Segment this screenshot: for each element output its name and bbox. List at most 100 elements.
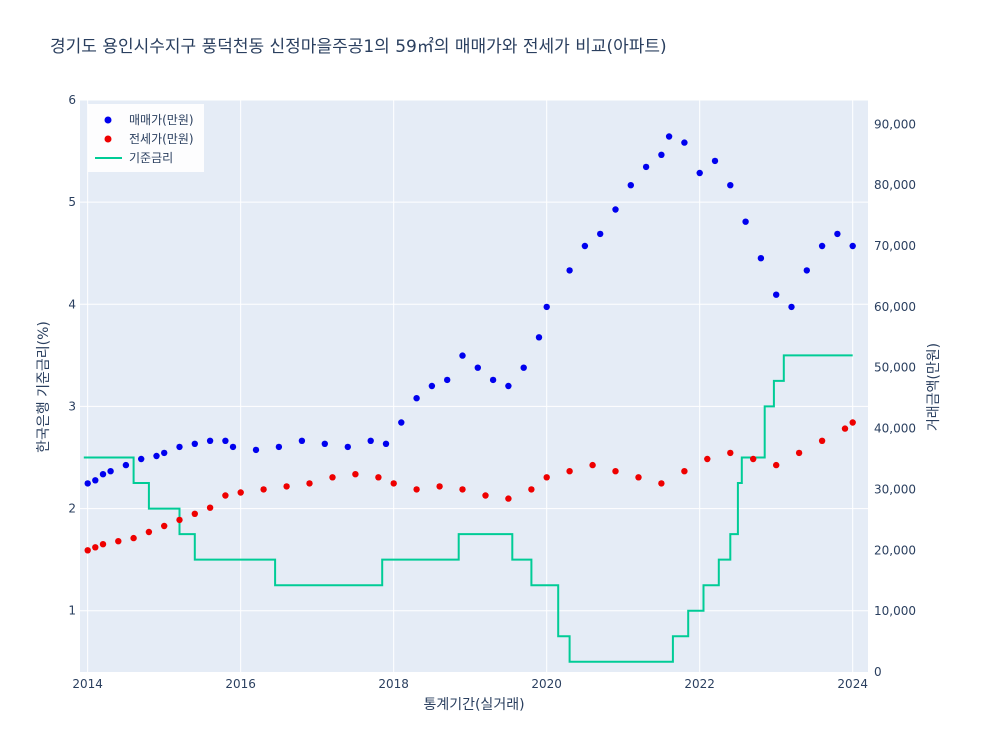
x-tick-label: 2020: [531, 677, 562, 691]
data-point: [413, 486, 420, 493]
x-axis-label: 통계기간(실거래): [423, 697, 524, 713]
axes: 2014 2016 2018 2020 2022 2024 1 2 3 4 5 6 0 10,000 20,…: [68, 93, 916, 691]
x-tick-label: 2024: [837, 677, 868, 691]
data-point: [329, 474, 336, 481]
data-point: [321, 440, 328, 447]
data-point: [543, 303, 550, 311]
data-point: [474, 364, 481, 371]
data-point: [535, 334, 543, 341]
legend-label: 기준금리: [129, 151, 173, 165]
data-point: [229, 443, 237, 451]
data-point: [841, 425, 849, 432]
legend-item[interactable]: 매매가(만원): [104, 113, 194, 127]
legend-item[interactable]: 기준금리: [95, 151, 173, 165]
y-right-tick-label: 90,000: [874, 117, 916, 131]
series-line-기준금리: [83, 354, 853, 663]
y-right-tick-label: 20,000: [874, 543, 916, 557]
data-point: [543, 474, 550, 481]
legend-marker: [104, 116, 112, 124]
data-point: [206, 437, 214, 444]
data-point: [589, 461, 596, 469]
y-left-tick-label: 4: [68, 297, 76, 311]
data-point: [727, 449, 734, 457]
data-point: [627, 182, 634, 189]
data-point: [398, 419, 405, 426]
data-point: [252, 446, 260, 454]
data-point: [260, 486, 267, 493]
data-point: [283, 483, 290, 490]
data-point: [191, 440, 198, 447]
y-left-tick-label: 6: [68, 93, 76, 107]
data-point: [206, 504, 214, 511]
data-point: [566, 468, 573, 475]
data-point: [788, 303, 795, 311]
legend-label: 매매가(만원): [129, 113, 194, 127]
data-point: [489, 376, 497, 384]
y-right-tick-label: 30,000: [874, 482, 916, 496]
data-point: [773, 461, 780, 469]
data-point: [428, 382, 436, 390]
data-point: [834, 230, 841, 238]
data-point: [803, 267, 810, 274]
series-매매가(만원): [84, 133, 856, 487]
data-point: [222, 492, 229, 499]
legend-marker: [104, 135, 112, 143]
data-point: [352, 471, 359, 478]
y-left-tick-label: 2: [68, 502, 76, 516]
data-point: [436, 483, 443, 490]
data-point: [115, 538, 122, 545]
data-point: [818, 437, 826, 444]
y-right-tick-label: 60,000: [874, 300, 916, 314]
y-right-tick-label: 50,000: [874, 361, 916, 375]
data-point: [191, 510, 198, 517]
data-point: [344, 443, 351, 451]
data-point: [122, 461, 130, 469]
data-point: [711, 157, 719, 165]
data-point: [612, 206, 619, 213]
data-point: [176, 443, 183, 451]
data-point: [237, 489, 244, 496]
data-point: [413, 395, 420, 402]
y-right-tick-label: 70,000: [874, 239, 916, 253]
y-right-tick-label: 40,000: [874, 422, 916, 436]
data-point: [306, 480, 313, 487]
data-point: [84, 480, 91, 487]
data-point: [275, 443, 283, 451]
legend[interactable]: 매매가(만원) 전세가(만원) 기준금리: [88, 104, 204, 172]
marks: [83, 133, 856, 663]
data-point: [757, 255, 765, 262]
chart-title: 경기도 용인시수지구 풍덕천동 신정마을주공1의 59㎡의 매매가와 전세가 비…: [50, 37, 667, 57]
x-tick-label: 2014: [72, 677, 103, 691]
data-point: [696, 169, 703, 177]
data-point: [665, 133, 673, 140]
data-point: [658, 151, 665, 158]
data-point: [222, 437, 229, 444]
data-point: [773, 291, 780, 298]
y-left-tick-label: 1: [68, 604, 76, 618]
series-전세가(만원): [84, 419, 856, 554]
data-point: [161, 522, 168, 530]
data-point: [99, 471, 107, 478]
plot-area: [80, 99, 868, 672]
y-right-tick-label: 80,000: [874, 178, 916, 192]
data-point: [742, 218, 749, 225]
y-left-axis-label: 한국은행 기준금리(%): [36, 321, 52, 453]
legend-item[interactable]: 전세가(만원): [104, 132, 194, 146]
data-point: [138, 455, 145, 463]
data-point: [99, 541, 107, 548]
y-right-tick-label: 10,000: [874, 604, 916, 618]
data-point: [566, 267, 573, 274]
data-point: [482, 492, 489, 499]
legend-label: 전세가(만원): [129, 132, 194, 146]
data-point: [176, 516, 183, 524]
data-point: [849, 242, 856, 250]
data-point: [92, 477, 99, 484]
x-tick-label: 2016: [225, 677, 256, 691]
data-point: [390, 480, 397, 487]
data-point: [107, 468, 114, 475]
data-point: [681, 139, 688, 146]
y-left-tick-label: 3: [68, 399, 76, 413]
data-point: [795, 449, 803, 457]
data-point: [505, 382, 512, 390]
